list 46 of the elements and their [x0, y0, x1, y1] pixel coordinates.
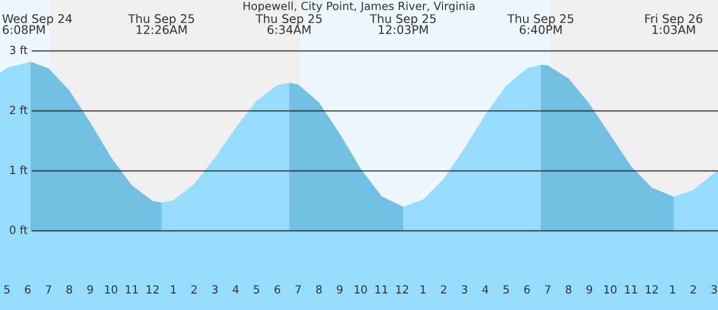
x-tick-label: 7 — [545, 285, 550, 294]
x-tick-label: 3 — [712, 285, 717, 294]
x-tick-label: 8 — [66, 285, 72, 294]
x-tick-label: 12 — [396, 285, 408, 294]
annotation: Fri Sep 26 1:03AM — [645, 14, 702, 34]
x-tick-label: 10 — [354, 285, 367, 294]
y-tick-label: 0 ft — [10, 225, 28, 234]
y-tick-label: 2 ft — [10, 106, 28, 114]
annotation: Wed Sep 24 6:08PM — [2, 14, 72, 34]
x-tick-label: 2 — [191, 285, 197, 294]
x-tick-label: 12 — [146, 285, 158, 294]
x-tick-label: 5 — [4, 285, 10, 294]
x-tick-label: 6 — [274, 285, 280, 294]
x-tick-label: 9 — [586, 285, 592, 294]
x-tick-label: 3 — [212, 285, 218, 294]
x-tick-label: 6 — [524, 285, 530, 294]
x-tick-label: 11 — [625, 285, 638, 294]
x-tick-label: 8 — [316, 285, 322, 294]
x-tick-label: 1 — [420, 285, 426, 294]
x-tick-label: 10 — [604, 285, 617, 294]
x-tick-label: 10 — [105, 285, 118, 294]
chart-title: Hopewell, City Point, James River, Virginia — [244, 2, 474, 12]
x-tick-label: 2 — [441, 285, 446, 294]
x-tick-label: 9 — [87, 285, 93, 294]
x-tick-label: 4 — [232, 285, 239, 294]
x-tick-label: 1 — [670, 285, 676, 294]
x-tick-label: 7 — [46, 285, 52, 294]
x-tick-label: 5 — [503, 285, 509, 294]
y-tick-label: 1 ft — [10, 166, 28, 174]
x-tick-label: 5 — [254, 285, 260, 294]
annotation: Thu Sep 25 6:40PM — [507, 14, 574, 34]
x-tick-label: 11 — [126, 285, 138, 294]
annotation: Thu Sep 25 12:03PM — [370, 14, 436, 34]
y-tick-label: 3 ft — [10, 46, 28, 54]
x-tick-label: 4 — [482, 285, 488, 294]
x-tick-label: 3 — [462, 285, 468, 294]
annotation: Thu Sep 25 12:26AM — [128, 14, 194, 34]
x-tick-label: 12 — [646, 285, 658, 294]
x-tick-label: 11 — [376, 285, 388, 294]
x-tick-label: 9 — [336, 285, 343, 294]
x-tick-label: 6 — [24, 285, 31, 294]
x-tick-label: 8 — [566, 285, 572, 294]
annotation: Thu Sep 25 6:34AM — [256, 14, 322, 34]
x-tick-label: 1 — [171, 285, 176, 294]
x-tick-label: 7 — [296, 285, 301, 294]
x-tick-label: 2 — [690, 285, 696, 294]
